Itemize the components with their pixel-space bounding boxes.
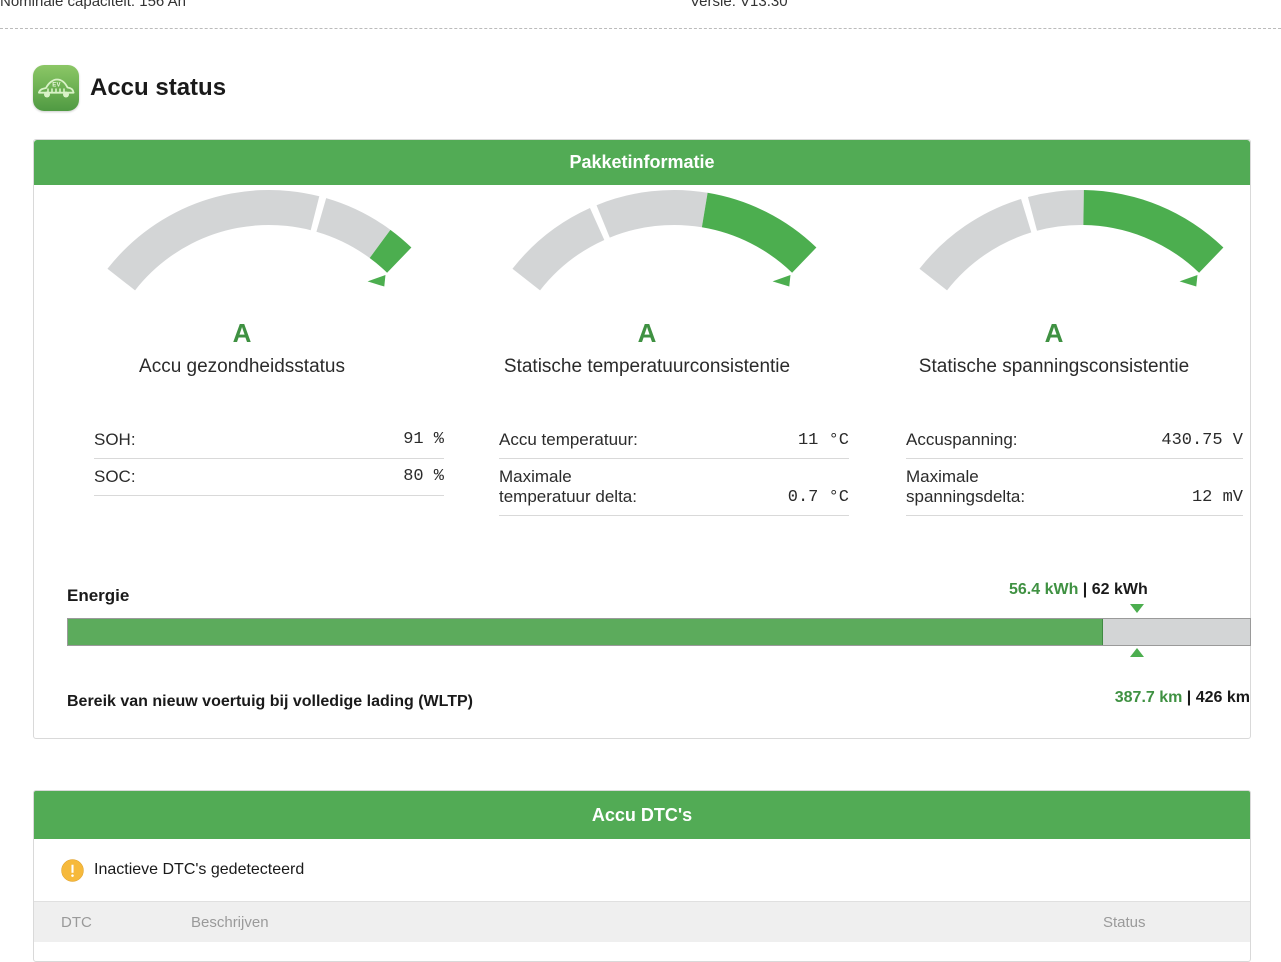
svg-text:EV: EV [52, 82, 60, 88]
